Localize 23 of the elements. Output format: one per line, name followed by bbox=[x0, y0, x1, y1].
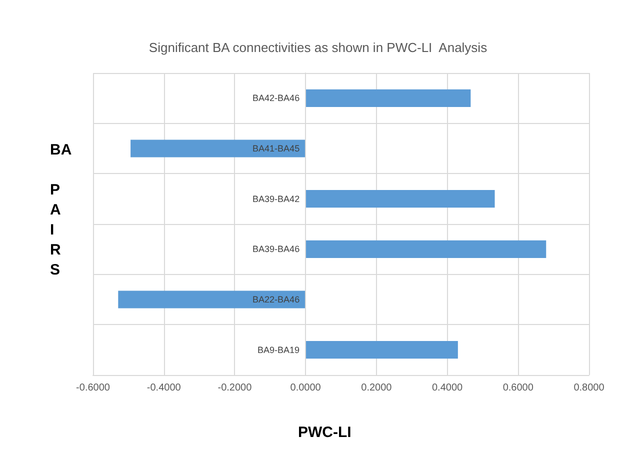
y-tick-label: BA42-BA46 bbox=[252, 93, 300, 104]
x-tick-label: 0.4000 bbox=[432, 382, 464, 394]
x-axis-title: PWC-LI bbox=[298, 424, 352, 441]
y-tick-label: BA39-BA42 bbox=[252, 194, 300, 204]
chart-title: Significant BA connectivities as shown in PWC-LI Analysis bbox=[148, 40, 488, 55]
x-tick-label: 0.0000 bbox=[290, 382, 322, 394]
x-tick-label: -0.6000 bbox=[76, 382, 110, 394]
x-tick-label: 0.2000 bbox=[361, 382, 392, 394]
bar bbox=[306, 341, 458, 359]
bar bbox=[130, 140, 306, 158]
y-tick-label: BA9-BA19 bbox=[258, 344, 300, 355]
bar bbox=[306, 190, 495, 208]
bar bbox=[306, 89, 471, 107]
text: BA PAIRS bbox=[50, 142, 72, 278]
x-tick-label: 0.6000 bbox=[502, 382, 534, 394]
y-tick-label: BA39-BA46 bbox=[252, 244, 300, 254]
x-tick-label: -0.4000 bbox=[146, 382, 182, 394]
x-tick-label: -0.2000 bbox=[218, 382, 252, 394]
x-tick-label: 0.8000 bbox=[574, 382, 605, 394]
bar bbox=[118, 290, 306, 308]
bar bbox=[306, 240, 546, 258]
y-tick-label: BA41-BA45 bbox=[252, 144, 300, 154]
y-tick-label: BA22-BA46 bbox=[252, 294, 300, 304]
